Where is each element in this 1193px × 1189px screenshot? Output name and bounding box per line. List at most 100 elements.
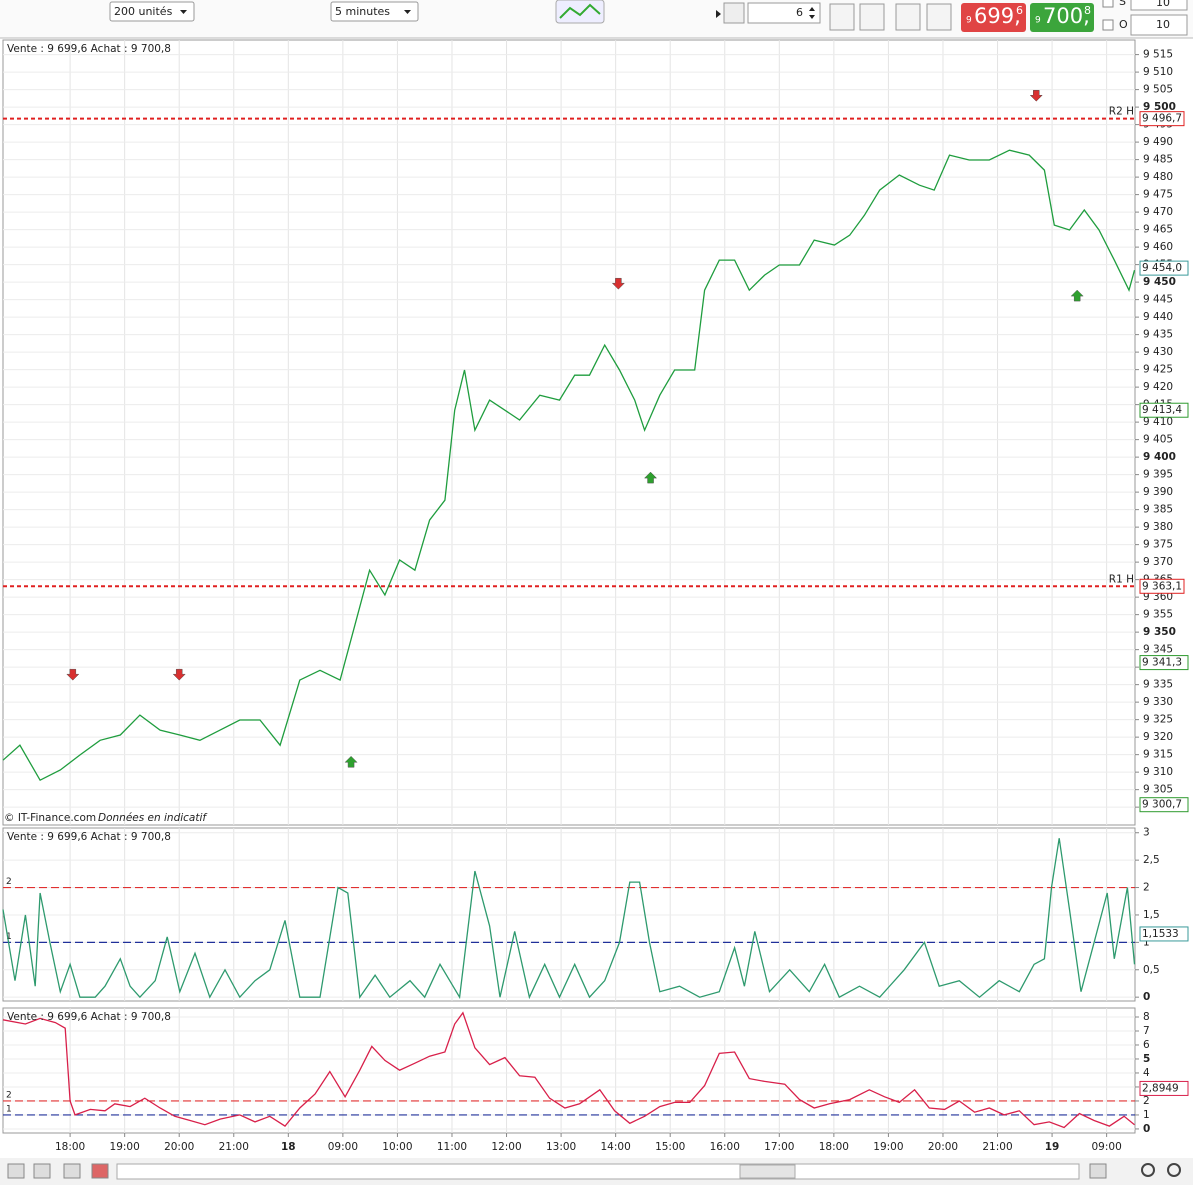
y-tick-label: 2 xyxy=(1143,1095,1150,1107)
buy-button[interactable] xyxy=(1030,3,1094,32)
y-tick-label: 9 310 xyxy=(1143,766,1173,778)
settings-button[interactable] xyxy=(723,2,745,24)
x-tick-label: 19:00 xyxy=(873,1141,903,1153)
sell-button[interactable] xyxy=(961,3,1026,32)
level-label: 1 xyxy=(6,1104,12,1114)
y-tick-label: 9 430 xyxy=(1143,346,1173,358)
level-value: 9 363,1 xyxy=(1142,580,1182,592)
scrollbar[interactable] xyxy=(116,1163,1080,1180)
spin-value: 6 xyxy=(796,6,803,19)
y-tick-label: 9 400 xyxy=(1143,451,1176,463)
y-tick-label: 9 375 xyxy=(1143,539,1173,551)
spin-input[interactable] xyxy=(747,2,821,24)
plot-frame xyxy=(2,1007,1136,1134)
x-tick-label: 16:00 xyxy=(710,1141,740,1153)
y-tick-label: 9 360 xyxy=(1143,591,1173,603)
sell-signal xyxy=(172,668,186,681)
y-tick-label: 9 380 xyxy=(1143,521,1173,533)
level-value-box xyxy=(1139,578,1185,594)
scroll-thumb[interactable] xyxy=(739,1164,796,1179)
y-tick-label: 9 355 xyxy=(1143,609,1173,621)
y-tick-label: 2 xyxy=(1143,882,1150,894)
expand-arrow xyxy=(716,10,721,18)
zoom-out[interactable] xyxy=(1141,1163,1155,1177)
y-tick-label: 9 440 xyxy=(1143,311,1173,323)
dropdown-arrow xyxy=(404,10,411,14)
y-tick-label: 9 510 xyxy=(1143,66,1173,78)
tool-icon[interactable] xyxy=(7,1163,25,1179)
panel-header: Vente : 9 699,6 Achat : 9 700,8 xyxy=(7,831,171,843)
y-tick-label: 9 470 xyxy=(1143,206,1173,218)
order-button[interactable] xyxy=(895,3,921,31)
tool-icon[interactable] xyxy=(91,1163,109,1179)
y-tick-label: 9 460 xyxy=(1143,241,1173,253)
y-tick-label: 9 475 xyxy=(1143,189,1173,201)
spinner[interactable] xyxy=(809,7,815,19)
y-tick-label: 9 480 xyxy=(1143,171,1173,183)
y-tick-label: 9 335 xyxy=(1143,679,1173,691)
zoom-in[interactable] xyxy=(1167,1163,1181,1177)
bottom-bar xyxy=(0,1158,1193,1185)
checkbox[interactable] xyxy=(1102,0,1114,8)
data-line xyxy=(2,149,1136,782)
y-tick-label: 1,5 xyxy=(1143,909,1160,921)
price-tag-label: 9 300,7 xyxy=(1142,799,1182,811)
y-tick-label: 9 385 xyxy=(1143,504,1173,516)
copyright: © IT-Finance.com xyxy=(4,812,96,824)
x-tick-label: 21:00 xyxy=(219,1141,249,1153)
sell-suffix: 6 xyxy=(1016,4,1023,17)
y-tick-label: 9 485 xyxy=(1143,154,1173,166)
y-tick-label: 9 345 xyxy=(1143,644,1173,656)
panel-header: Vente : 9 699,6 Achat : 9 700,8 xyxy=(7,1011,171,1023)
interval-text: 5 minutes xyxy=(335,5,390,18)
x-tick-label: 21:00 xyxy=(982,1141,1012,1153)
y-tick-label: 7 xyxy=(1143,1025,1150,1037)
checkbox[interactable] xyxy=(1102,19,1114,31)
y-tick-label: 4 xyxy=(1143,1067,1150,1079)
y-tick-label: 9 515 xyxy=(1143,49,1173,61)
x-tick-label: 18:00 xyxy=(55,1141,85,1153)
order-button[interactable] xyxy=(926,3,952,31)
o-input[interactable] xyxy=(1130,14,1188,36)
y-tick-label: 9 505 xyxy=(1143,84,1173,96)
tool-icon[interactable] xyxy=(1089,1163,1107,1179)
y-tick-label: 9 320 xyxy=(1143,731,1173,743)
interval-select[interactable] xyxy=(330,1,419,22)
buy-main: 700, xyxy=(1043,4,1090,28)
tool-icon[interactable] xyxy=(63,1163,81,1179)
order-button[interactable] xyxy=(859,3,885,31)
y-tick-label: 9 465 xyxy=(1143,224,1173,236)
y-tick-label: 9 370 xyxy=(1143,556,1173,568)
price-tag-label: 2,8949 xyxy=(1142,1082,1179,1094)
y-tick-label: 8 xyxy=(1143,1011,1150,1023)
tool-icon[interactable] xyxy=(33,1163,51,1179)
data-line xyxy=(2,838,1136,1000)
y-tick-label: 9 425 xyxy=(1143,364,1173,376)
x-tick-label: 15:00 xyxy=(655,1141,685,1153)
order-button[interactable] xyxy=(829,3,855,31)
x-tick-label: 19:00 xyxy=(110,1141,140,1153)
data-line xyxy=(2,1011,1135,1129)
buy-signal xyxy=(344,755,358,768)
quantity-select[interactable] xyxy=(109,1,195,22)
o-value: 10 xyxy=(1156,18,1170,31)
level-label: 1 xyxy=(6,932,12,942)
y-tick-label: 9 390 xyxy=(1143,486,1173,498)
sell-signal xyxy=(611,277,625,290)
sell-prefix: 9 xyxy=(966,16,972,26)
level-value: 9 496,7 xyxy=(1142,113,1182,125)
y-tick-label: 9 445 xyxy=(1143,294,1173,306)
x-tick-label: 19 xyxy=(1045,1141,1060,1153)
buy-signal xyxy=(643,471,658,484)
y-tick-label: 0 xyxy=(1143,991,1150,1003)
x-tick-label: 14:00 xyxy=(601,1141,631,1153)
price-tag xyxy=(1139,797,1189,813)
x-tick-label: 20:00 xyxy=(164,1141,194,1153)
y-tick-label: 9 435 xyxy=(1143,329,1173,341)
y-tick-label: 9 410 xyxy=(1143,416,1173,428)
s-input[interactable] xyxy=(1130,0,1188,11)
